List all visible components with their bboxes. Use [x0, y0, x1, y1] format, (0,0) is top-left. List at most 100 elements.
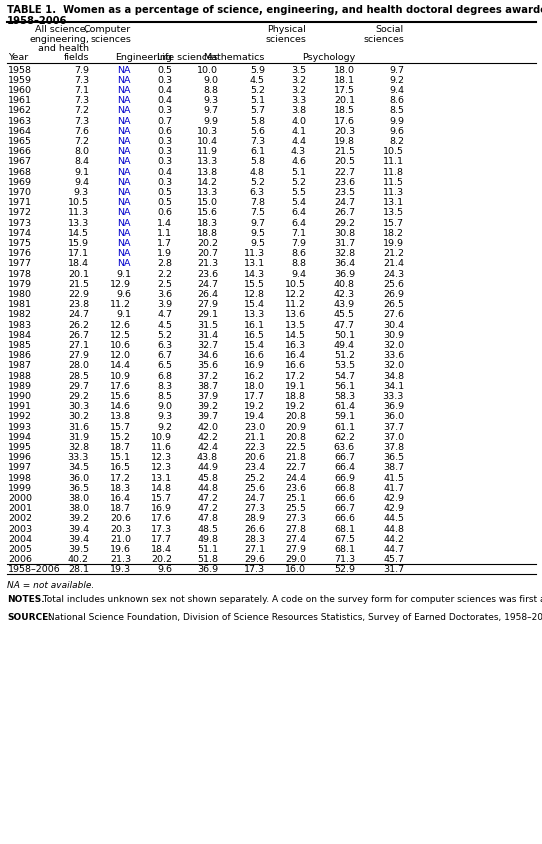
Text: 14.5: 14.5: [285, 330, 306, 339]
Text: 31.9: 31.9: [68, 432, 89, 441]
Text: NA: NA: [118, 116, 131, 126]
Text: 13.8: 13.8: [197, 167, 218, 176]
Text: 20.5: 20.5: [334, 157, 355, 166]
Text: 4.1: 4.1: [291, 127, 306, 136]
Text: 14.2: 14.2: [197, 177, 218, 187]
Text: 45.5: 45.5: [334, 310, 355, 319]
Text: 10.6: 10.6: [110, 340, 131, 349]
Text: 2005: 2005: [8, 544, 32, 554]
Text: 9.0: 9.0: [157, 402, 172, 411]
Text: NA: NA: [118, 208, 131, 217]
Text: 12.3: 12.3: [151, 463, 172, 472]
Text: 1982: 1982: [8, 310, 32, 319]
Text: 10.0: 10.0: [197, 66, 218, 74]
Text: 9.5: 9.5: [250, 239, 265, 247]
Text: NA: NA: [118, 96, 131, 105]
Text: 16.2: 16.2: [244, 371, 265, 380]
Text: 31.5: 31.5: [197, 320, 218, 329]
Text: 8.6: 8.6: [291, 249, 306, 257]
Text: 36.4: 36.4: [334, 259, 355, 268]
Text: 34.8: 34.8: [383, 371, 404, 380]
Text: 66.7: 66.7: [334, 452, 355, 462]
Text: Mathematics: Mathematics: [204, 53, 265, 62]
Text: 25.6: 25.6: [244, 483, 265, 492]
Text: 1987: 1987: [8, 361, 32, 370]
Text: 4.5: 4.5: [250, 76, 265, 84]
Text: 5.7: 5.7: [250, 106, 265, 115]
Text: 41.5: 41.5: [383, 473, 404, 482]
Text: 36.0: 36.0: [68, 473, 89, 482]
Text: 45.7: 45.7: [383, 555, 404, 564]
Text: 9.6: 9.6: [157, 565, 172, 574]
Text: 13.3: 13.3: [244, 310, 265, 319]
Text: 39.4: 39.4: [68, 534, 89, 543]
Text: 36.5: 36.5: [68, 483, 89, 492]
Text: 47.8: 47.8: [197, 514, 218, 522]
Text: 33.6: 33.6: [383, 351, 404, 360]
Text: 12.3: 12.3: [151, 452, 172, 462]
Text: 5.9: 5.9: [250, 66, 265, 74]
Text: 36.9: 36.9: [334, 269, 355, 279]
Text: TABLE 1.  Women as a percentage of science, engineering, and health doctoral deg: TABLE 1. Women as a percentage of scienc…: [7, 5, 542, 15]
Text: 35.6: 35.6: [197, 361, 218, 370]
Text: 29.2: 29.2: [334, 219, 355, 227]
Text: 11.2: 11.2: [110, 300, 131, 309]
Text: 9.4: 9.4: [291, 269, 306, 279]
Text: 42.9: 42.9: [383, 504, 404, 512]
Text: 8.5: 8.5: [389, 106, 404, 115]
Text: 2004: 2004: [8, 534, 32, 543]
Text: 7.1: 7.1: [74, 86, 89, 95]
Text: 20.1: 20.1: [68, 269, 89, 279]
Text: 9.4: 9.4: [74, 177, 89, 187]
Text: 31.6: 31.6: [68, 422, 89, 431]
Text: 28.1: 28.1: [68, 565, 89, 574]
Text: 9.2: 9.2: [389, 76, 404, 84]
Text: 20.1: 20.1: [334, 96, 355, 105]
Text: 26.7: 26.7: [68, 330, 89, 339]
Text: and health: and health: [38, 44, 89, 53]
Text: Year: Year: [8, 53, 28, 62]
Text: 10.5: 10.5: [383, 147, 404, 156]
Text: 11.1: 11.1: [383, 157, 404, 166]
Text: 30.9: 30.9: [383, 330, 404, 339]
Text: 4.8: 4.8: [250, 167, 265, 176]
Text: 6.3: 6.3: [157, 340, 172, 349]
Text: 1960: 1960: [8, 86, 32, 95]
Text: 15.6: 15.6: [197, 208, 218, 217]
Text: 19.6: 19.6: [110, 544, 131, 554]
Text: 1971: 1971: [8, 197, 32, 207]
Text: 21.3: 21.3: [110, 555, 131, 564]
Text: 1958–2006: 1958–2006: [7, 16, 68, 26]
Text: 37.2: 37.2: [197, 371, 218, 380]
Text: 18.4: 18.4: [151, 544, 172, 554]
Text: 8.5: 8.5: [157, 392, 172, 400]
Text: 8.8: 8.8: [291, 259, 306, 268]
Text: 0.3: 0.3: [157, 157, 172, 166]
Text: 39.5: 39.5: [68, 544, 89, 554]
Text: 1979: 1979: [8, 279, 32, 289]
Text: 1992: 1992: [8, 412, 32, 421]
Text: 13.3: 13.3: [197, 187, 218, 197]
Text: sciences: sciences: [265, 35, 306, 43]
Text: fields: fields: [63, 53, 89, 62]
Text: Psychology: Psychology: [302, 53, 355, 62]
Text: 37.0: 37.0: [383, 432, 404, 441]
Text: 68.1: 68.1: [334, 524, 355, 533]
Text: 44.7: 44.7: [383, 544, 404, 554]
Text: 34.1: 34.1: [383, 381, 404, 390]
Text: 10.9: 10.9: [110, 371, 131, 380]
Text: 15.9: 15.9: [68, 239, 89, 247]
Text: 49.8: 49.8: [197, 534, 218, 543]
Text: 8.3: 8.3: [157, 381, 172, 390]
Text: 0.3: 0.3: [157, 147, 172, 156]
Text: 1.4: 1.4: [157, 219, 172, 227]
Text: 5.1: 5.1: [291, 167, 306, 176]
Text: 9.9: 9.9: [389, 116, 404, 126]
Text: 24.3: 24.3: [383, 269, 404, 279]
Text: 31.4: 31.4: [197, 330, 218, 339]
Text: NA = not available.: NA = not available.: [7, 581, 94, 589]
Text: 0.3: 0.3: [157, 76, 172, 84]
Text: NA: NA: [118, 187, 131, 197]
Text: 18.3: 18.3: [197, 219, 218, 227]
Text: 14.6: 14.6: [110, 402, 131, 411]
